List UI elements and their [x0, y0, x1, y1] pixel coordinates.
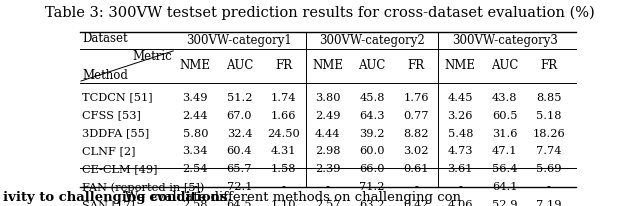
- Text: FR: FR: [408, 60, 424, 73]
- Text: NME: NME: [445, 60, 476, 73]
- Text: 56.4: 56.4: [492, 164, 517, 174]
- Text: 2.44: 2.44: [182, 111, 208, 121]
- Text: NME: NME: [312, 60, 343, 73]
- Text: 64.1: 64.1: [492, 182, 517, 192]
- Text: 1.76: 1.76: [403, 93, 429, 103]
- Text: CFSS [53]: CFSS [53]: [82, 111, 141, 121]
- Text: 39.2: 39.2: [359, 129, 385, 138]
- Text: 4.44: 4.44: [315, 129, 340, 138]
- Text: 43.8: 43.8: [492, 93, 517, 103]
- Text: 7.74: 7.74: [536, 146, 562, 157]
- Text: 3.02: 3.02: [403, 146, 429, 157]
- Text: 1.10: 1.10: [271, 200, 296, 206]
- Text: 4.73: 4.73: [447, 146, 473, 157]
- Text: 2.57: 2.57: [315, 200, 340, 206]
- Text: 2.39: 2.39: [315, 164, 340, 174]
- Text: 64.5: 64.5: [227, 200, 252, 206]
- Text: -: -: [193, 182, 197, 192]
- Text: 72.1: 72.1: [227, 182, 252, 192]
- Text: 3.61: 3.61: [447, 164, 473, 174]
- Text: FR: FR: [540, 60, 557, 73]
- Text: 71.2: 71.2: [359, 182, 385, 192]
- Text: 0.77: 0.77: [403, 111, 429, 121]
- Text: 300VW-category3: 300VW-category3: [452, 34, 557, 47]
- Text: FAN (reported in [5]): FAN (reported in [5]): [82, 182, 204, 193]
- Text: SAN [17]: SAN [17]: [82, 200, 135, 206]
- Text: 47.1: 47.1: [492, 146, 517, 157]
- Text: Table 3: 300VW testset prediction results for cross-dataset evaluation (%): Table 3: 300VW testset prediction result…: [45, 5, 595, 20]
- Text: -: -: [282, 182, 285, 192]
- Text: 3.26: 3.26: [447, 111, 473, 121]
- Text: 66.0: 66.0: [359, 164, 385, 174]
- Text: 8.85: 8.85: [536, 93, 562, 103]
- Text: 60.0: 60.0: [359, 146, 385, 157]
- Text: 32.4: 32.4: [227, 129, 252, 138]
- Text: -: -: [326, 182, 330, 192]
- Text: 65.7: 65.7: [227, 164, 252, 174]
- Text: 4.06: 4.06: [447, 200, 473, 206]
- Text: 3.49: 3.49: [182, 93, 208, 103]
- Text: AUC: AUC: [358, 60, 385, 73]
- Text: 64.3: 64.3: [359, 111, 385, 121]
- Text: 5.48: 5.48: [447, 129, 473, 138]
- Text: Dataset: Dataset: [82, 32, 127, 44]
- Text: 8.82: 8.82: [403, 129, 429, 138]
- Text: CE-CLM [49]: CE-CLM [49]: [82, 164, 157, 174]
- Text: -: -: [458, 182, 462, 192]
- Text: 5.80: 5.80: [182, 129, 208, 138]
- Text: 1.58: 1.58: [271, 164, 296, 174]
- Text: NME: NME: [180, 60, 211, 73]
- Text: AUC: AUC: [491, 60, 518, 73]
- Text: 18.26: 18.26: [532, 129, 565, 138]
- Text: 45.8: 45.8: [359, 93, 385, 103]
- Text: 2.49: 2.49: [315, 111, 340, 121]
- Text: 1.66: 1.66: [271, 111, 296, 121]
- Text: We evaluate different methods on challenging con: We evaluate different methods on challen…: [112, 191, 461, 204]
- Text: 52.9: 52.9: [492, 200, 517, 206]
- Text: -: -: [547, 182, 551, 192]
- Text: 63.2: 63.2: [359, 200, 385, 206]
- Text: Method: Method: [83, 69, 129, 82]
- Text: 2.98: 2.98: [315, 146, 340, 157]
- Text: 1.74: 1.74: [271, 93, 296, 103]
- Text: 2.54: 2.54: [182, 164, 208, 174]
- Text: 3.34: 3.34: [182, 146, 208, 157]
- Text: 24.50: 24.50: [268, 129, 300, 138]
- Text: -: -: [414, 182, 418, 192]
- Text: AUC: AUC: [226, 60, 253, 73]
- Text: 3.80: 3.80: [315, 93, 340, 103]
- Text: 0.61: 0.61: [403, 164, 429, 174]
- Text: 60.4: 60.4: [227, 146, 252, 157]
- Text: 60.5: 60.5: [492, 111, 517, 121]
- Text: 300VW-category1: 300VW-category1: [187, 34, 292, 47]
- Text: 67.0: 67.0: [227, 111, 252, 121]
- Text: TCDCN [51]: TCDCN [51]: [82, 93, 152, 103]
- Text: 300VW-category2: 300VW-category2: [319, 34, 425, 47]
- Text: Metric: Metric: [132, 50, 172, 63]
- Text: 2.58: 2.58: [182, 200, 208, 206]
- Text: 51.2: 51.2: [227, 93, 252, 103]
- Text: 4.31: 4.31: [271, 146, 296, 157]
- Text: 5.18: 5.18: [536, 111, 562, 121]
- Text: 7.19: 7.19: [536, 200, 562, 206]
- Text: 31.6: 31.6: [492, 129, 517, 138]
- Text: CLNF [2]: CLNF [2]: [82, 146, 136, 157]
- Text: 0.42: 0.42: [403, 200, 429, 206]
- Text: FR: FR: [275, 60, 292, 73]
- Text: 5.69: 5.69: [536, 164, 562, 174]
- Text: 3DDFA [55]: 3DDFA [55]: [82, 129, 149, 138]
- Text: ivity to challenging conditions.: ivity to challenging conditions.: [3, 191, 232, 204]
- Text: 4.45: 4.45: [447, 93, 473, 103]
